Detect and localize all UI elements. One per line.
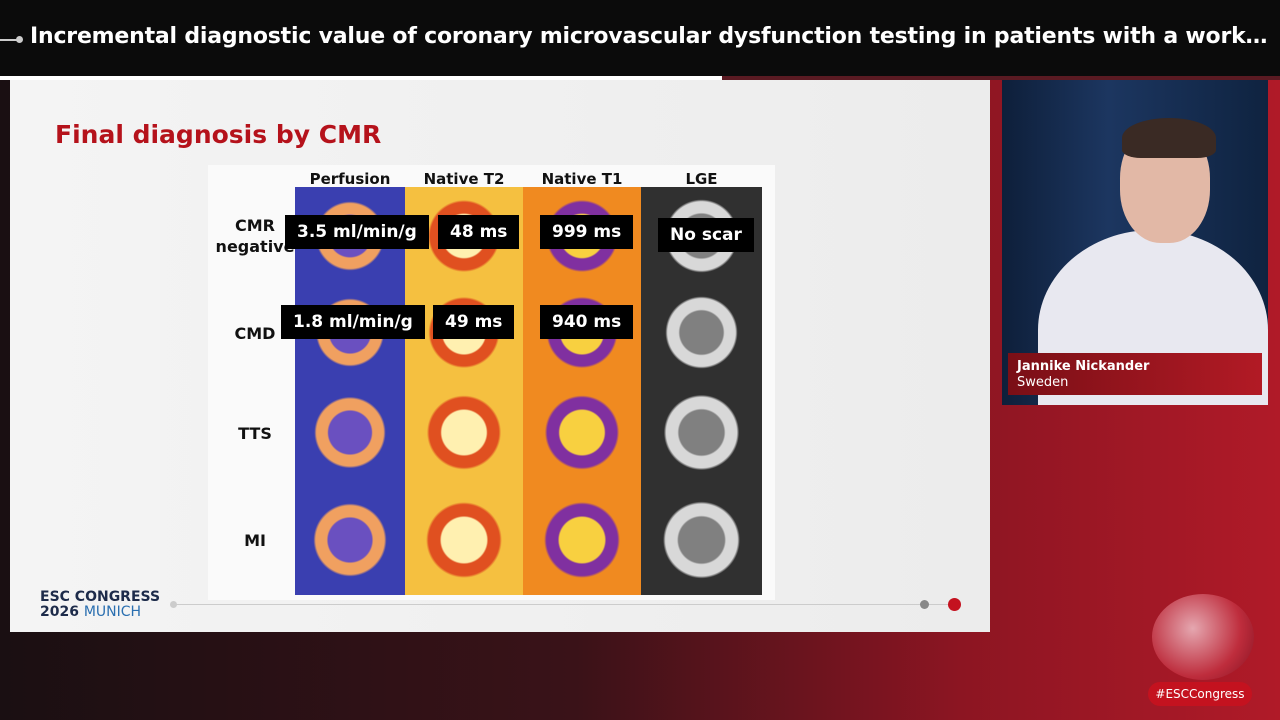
menu-indicator [0,36,23,43]
progress-end[interactable] [948,598,961,611]
speaker-country: Sweden [1017,375,1069,390]
value-label: 1.8 ml/min/g [281,305,425,339]
globe-graphic [1152,594,1254,680]
column-header: Perfusion [309,170,391,188]
header: Incremental diagnostic value of coronary… [0,0,1280,76]
cmr-image [405,485,523,595]
speaker-hair [1122,118,1216,158]
row-label: TTS [238,423,272,443]
progress-track [722,76,1280,80]
cmr-image [295,380,405,485]
column-header: Native T2 [423,170,505,188]
value-label: 940 ms [540,305,634,339]
cmr-image [295,485,405,595]
cmr-image [641,485,762,595]
column-header: LGE [685,170,718,188]
event-brand: ESC CONGRESS 2026 MUNICH [40,590,160,620]
value-label: 999 ms [540,215,634,249]
slide-progress [175,604,955,605]
row-label: CMD [234,323,276,343]
slide-title: Final diagnosis by CMR [55,120,382,149]
slide: Final diagnosis by CMR ESC CONGRESS 2026 … [10,80,990,632]
cmr-image [405,380,523,485]
value-label: No scar [658,218,754,252]
value-label: 49 ms [433,305,515,339]
cmr-image [641,285,762,380]
value-label: 48 ms [438,215,520,249]
speaker-caption: Jannike Nickander Sweden [1008,353,1262,395]
brand-city: MUNICH [83,604,142,620]
row-label: CMR negative [215,216,295,256]
progress-start [170,601,177,608]
cmr-image [523,485,641,595]
row-label: MI [244,531,266,550]
hashtag[interactable]: #ESCCongress [1148,682,1252,706]
column-header: Native T1 [541,170,623,188]
brand-name: ESC CONGRESS [40,589,161,605]
progress-marker [920,600,929,609]
cmr-image [641,380,762,485]
progress-bar [0,76,722,80]
value-label: 3.5 ml/min/g [285,215,429,249]
video-title: Incremental diagnostic value of coronary… [30,24,1268,49]
cmr-image [523,380,641,485]
brand-year: 2026 [40,604,79,620]
speaker-name: Jannike Nickander [1017,359,1150,374]
